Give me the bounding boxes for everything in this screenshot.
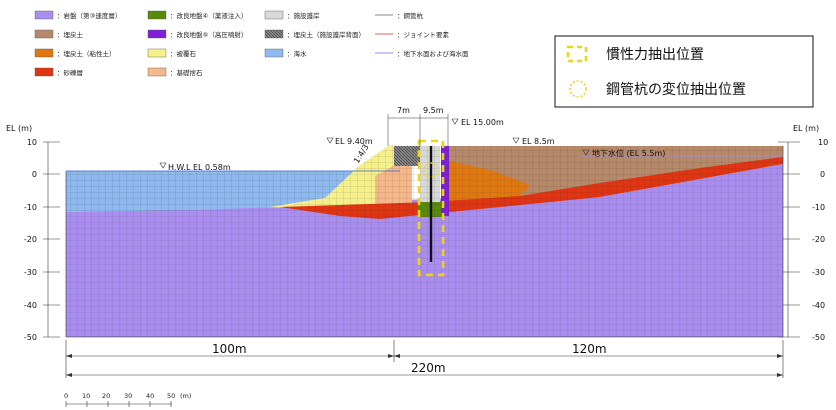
tick: 0 bbox=[778, 170, 825, 179]
svg-text:(m): (m) bbox=[180, 392, 191, 400]
dotted-circle-icon bbox=[569, 80, 587, 98]
dim-95m: 9.5m bbox=[423, 106, 444, 115]
legend-item: ：基礎捨石 bbox=[147, 67, 203, 77]
tick: 10 bbox=[27, 138, 60, 147]
el-940-label: EL 9.40m bbox=[335, 137, 373, 146]
el-85-label: EL 8.5m bbox=[522, 137, 555, 146]
legend-label: ：埋戻土 bbox=[57, 30, 84, 39]
legend-item: ：改良地盤⑤（高圧噴射） bbox=[147, 29, 247, 39]
dashed-rectangle-icon bbox=[566, 45, 588, 63]
callout-box: 慣性力抽出位置 鋼管杭の変位抽出位置 bbox=[554, 35, 814, 108]
tick: -30 bbox=[24, 268, 60, 277]
svg-text:10: 10 bbox=[82, 392, 90, 400]
legend-label: ：地下水面および海水面 bbox=[397, 49, 469, 58]
legend-item: ：埋戻土（粘性土） bbox=[34, 48, 116, 58]
legend-label: ：鋼管杭 bbox=[397, 11, 424, 20]
tick: -40 bbox=[778, 301, 825, 310]
legend: ：岩盤（第③速度層） ：改良地盤④（薬液注入） ：施設護岸 ：鋼管杭 ：埋戻土 … bbox=[34, 10, 469, 77]
legend-item: ：施設護岸 bbox=[264, 10, 320, 20]
svg-text:0: 0 bbox=[820, 170, 825, 179]
hwl-label: H.W.L EL 0.58m bbox=[168, 163, 231, 172]
svg-text:-10: -10 bbox=[24, 203, 37, 212]
legend-label: ：施設護岸 bbox=[287, 11, 320, 20]
tick: -50 bbox=[778, 333, 825, 342]
inertia-extraction-box bbox=[417, 139, 445, 277]
dim-220m: 220m bbox=[411, 361, 446, 375]
svg-text:10: 10 bbox=[27, 138, 37, 147]
legend-label: ：ジョイント要素 bbox=[397, 30, 450, 39]
axis-left: 10 0 -10 -20 -30 -40 -50 bbox=[24, 138, 60, 342]
svg-text:-10: -10 bbox=[812, 203, 825, 212]
legend-item: ：埋戻土（施設護岸背面） bbox=[264, 29, 365, 39]
legend-label: ：被覆石 bbox=[170, 49, 197, 58]
legend-label: ：海水 bbox=[287, 49, 307, 58]
svg-text:-30: -30 bbox=[812, 268, 825, 277]
svg-text:-50: -50 bbox=[24, 333, 37, 342]
svg-text:30: 30 bbox=[124, 392, 132, 400]
axis-title-left: EL (m) bbox=[6, 124, 32, 133]
tick: 0 bbox=[32, 170, 60, 179]
tick: -30 bbox=[778, 268, 825, 277]
legend-item: ：改良地盤④（薬液注入） bbox=[147, 10, 247, 20]
svg-text:10: 10 bbox=[818, 138, 828, 147]
legend-item: ：埋戻土 bbox=[34, 29, 84, 39]
legend-label: ：岩盤（第③速度層） bbox=[57, 11, 121, 20]
scale-bar: 0 10 20 30 40 50 (m) bbox=[64, 392, 191, 407]
displacement-extraction-circle bbox=[423, 162, 439, 178]
tick: -20 bbox=[778, 235, 825, 244]
tick: -50 bbox=[24, 333, 60, 342]
svg-text:0: 0 bbox=[32, 170, 37, 179]
tick: -40 bbox=[24, 301, 60, 310]
displacement-label: 鋼管杭の変位抽出位置 bbox=[606, 81, 746, 98]
groundwater-label: 地下水位 (EL 5.5m) bbox=[592, 148, 665, 158]
svg-text:-20: -20 bbox=[24, 235, 37, 244]
svg-text:-40: -40 bbox=[24, 301, 37, 310]
dimension-lines: 100m 120m 220m bbox=[65, 340, 784, 378]
legend-item: ：ジョイント要素 bbox=[375, 30, 450, 39]
legend-item: ：被覆石 bbox=[147, 48, 197, 58]
legend-item: ：砂礫層 bbox=[34, 67, 83, 77]
legend-label: ：埋戻土（粘性土） bbox=[57, 49, 116, 58]
svg-text:0: 0 bbox=[64, 392, 68, 400]
legend-label: ：基礎捨石 bbox=[170, 68, 203, 77]
tick: 10 bbox=[778, 138, 828, 147]
inertia-label: 慣性力抽出位置 bbox=[606, 46, 704, 63]
svg-text:-40: -40 bbox=[812, 301, 825, 310]
legend-item: ：海水 bbox=[264, 48, 307, 58]
legend-label: ：改良地盤⑤（高圧噴射） bbox=[170, 30, 247, 39]
dim-7m: 7m bbox=[397, 106, 410, 115]
axis-title-right: EL (m) bbox=[793, 124, 819, 133]
legend-item: ：岩盤（第③速度層） bbox=[34, 10, 121, 20]
legend-item: ：鋼管杭 bbox=[375, 11, 424, 20]
legend-item: ：地下水面および海水面 bbox=[375, 49, 469, 58]
tick: -10 bbox=[24, 203, 60, 212]
tick: -20 bbox=[24, 235, 60, 244]
legend-label: ：砂礫層 bbox=[57, 68, 83, 77]
dim-100m: 100m bbox=[212, 342, 247, 356]
svg-text:-20: -20 bbox=[812, 235, 825, 244]
svg-text:40: 40 bbox=[146, 392, 154, 400]
legend-label: ：改良地盤④（薬液注入） bbox=[170, 11, 247, 20]
dim-120m: 120m bbox=[572, 342, 607, 356]
el-1500-label: EL 15.00m bbox=[461, 118, 504, 127]
axis-right: 10 0 -10 -20 -30 -40 -50 bbox=[778, 138, 828, 342]
fem-mesh bbox=[65, 145, 784, 338]
tick: -10 bbox=[778, 203, 825, 212]
svg-text:-50: -50 bbox=[812, 333, 825, 342]
svg-text:20: 20 bbox=[102, 392, 110, 400]
svg-text:-30: -30 bbox=[24, 268, 37, 277]
svg-text:50: 50 bbox=[167, 392, 175, 400]
legend-label: ：埋戻土（施設護岸背面） bbox=[287, 30, 365, 39]
